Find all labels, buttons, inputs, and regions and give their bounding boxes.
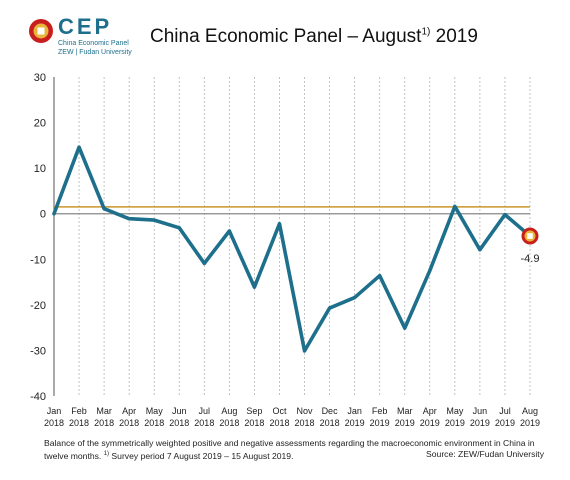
x-tick-label-month: May <box>446 406 464 416</box>
x-tick-label-month: Jul <box>199 406 211 416</box>
data-point <box>453 204 457 209</box>
footnote-line-1: Balance of the symmetrically weighted po… <box>44 438 535 448</box>
x-tick-label-year: 2018 <box>144 418 164 428</box>
x-tick-label-year: 2018 <box>119 418 139 428</box>
x-tick-label-month: Oct <box>272 406 287 416</box>
footnote-line-2: Source: ZEW/Fudan University twelve mont… <box>44 449 544 462</box>
x-tick-label-month: Jan <box>347 406 362 416</box>
y-tick-label: -30 <box>30 345 46 357</box>
x-tick-label-year: 2018 <box>94 418 114 428</box>
x-tick-label-year: 2018 <box>295 418 315 428</box>
series-line <box>52 145 532 353</box>
x-tick-label-month: May <box>146 406 164 416</box>
x-tick-label-month: Jun <box>172 406 187 416</box>
x-tick-label-month: Nov <box>297 406 314 416</box>
data-point <box>503 213 507 217</box>
x-tick-label-year: 2018 <box>219 418 239 428</box>
x-tick-label-month: Feb <box>372 406 388 416</box>
x-tick-label-year: 2019 <box>420 418 440 428</box>
title-year: 2019 <box>430 26 478 47</box>
data-point <box>428 269 432 273</box>
y-tick-label: 20 <box>34 118 46 130</box>
data-point <box>302 349 307 353</box>
logo-subtitle-1: China Economic Panel <box>58 40 129 47</box>
x-tick-label-month: Aug <box>221 406 237 416</box>
data-point <box>252 285 257 289</box>
last-value-label: -4.9 <box>521 253 540 265</box>
data-point <box>152 218 156 222</box>
data-point <box>227 229 231 233</box>
x-tick-label-month: Sep <box>246 406 262 416</box>
y-tick-label: 30 <box>34 72 46 84</box>
logo-wordmark: CEP <box>58 14 113 39</box>
x-tick-label-year: 2018 <box>244 418 264 428</box>
data-point <box>277 222 282 226</box>
data-point <box>403 326 407 330</box>
data-point <box>52 212 56 216</box>
footnote-mark: 1) <box>103 451 110 457</box>
y-tick-label: -10 <box>30 254 46 266</box>
title-footnote-mark: 1) <box>421 26 431 38</box>
x-tick-label-year: 2018 <box>320 418 340 428</box>
x-tick-label-year: 2018 <box>194 418 214 428</box>
data-point <box>127 217 131 221</box>
x-tick-label-month: Feb <box>71 406 87 416</box>
last-value-marker-core <box>527 233 533 239</box>
x-tick-label-year: 2019 <box>395 418 415 428</box>
x-tick-label-month: Mar <box>96 406 112 416</box>
x-tick-label-month: Mar <box>397 406 413 416</box>
x-tick-label-month: Jul <box>499 406 511 416</box>
x-tick-label-month: Apr <box>122 406 136 416</box>
title-main: China Economic Panel – August <box>150 26 422 47</box>
cep-logo-icon <box>29 19 53 43</box>
y-tick-label: 0 <box>40 209 46 221</box>
data-point <box>478 248 482 252</box>
data-point <box>353 295 357 300</box>
footnote-text-b: Survey period 7 August 2019 – 15 August … <box>109 450 294 461</box>
x-tick-label-year: 2019 <box>470 418 490 428</box>
x-tick-label-month: Apr <box>423 406 437 416</box>
x-tick-label-year: 2019 <box>445 418 465 428</box>
x-tick-label-year: 2019 <box>495 418 515 428</box>
x-tick-label-year: 2018 <box>269 418 289 428</box>
y-tick-label: -40 <box>30 391 46 403</box>
source-label: Source: ZEW/Fudan University <box>426 449 544 459</box>
x-tick-label-month: Aug <box>522 406 538 416</box>
x-tick-label-year: 2018 <box>44 418 64 428</box>
data-point <box>177 226 181 230</box>
footnote-text-a: twelve months. <box>44 450 104 461</box>
data-point <box>77 145 81 149</box>
x-tick-label-year: 2018 <box>169 418 189 428</box>
x-tick-label-month: Dec <box>322 406 339 416</box>
data-point <box>102 207 106 211</box>
cep-logo: CEP China Economic Panel ZEW | Fudan Uni… <box>28 14 132 56</box>
x-tick-label-year: 2018 <box>69 418 89 428</box>
x-tick-label-month: Jun <box>473 406 488 416</box>
data-point <box>202 261 206 265</box>
y-tick-label: 10 <box>34 163 46 175</box>
x-tick-label-year: 2019 <box>520 418 540 428</box>
data-point <box>327 306 332 310</box>
logo-subtitle-2: ZEW | Fudan University <box>58 49 132 56</box>
chart-title: China Economic Panel – August1) 2019 <box>150 26 478 48</box>
x-tick-label-month: Jan <box>47 406 62 416</box>
chart-footnote: Balance of the symmetrically weighted po… <box>44 438 544 462</box>
y-tick-label: -20 <box>30 300 46 312</box>
data-point <box>378 274 382 278</box>
x-tick-label-year: 2019 <box>345 418 365 428</box>
x-tick-label-year: 2019 <box>370 418 390 428</box>
